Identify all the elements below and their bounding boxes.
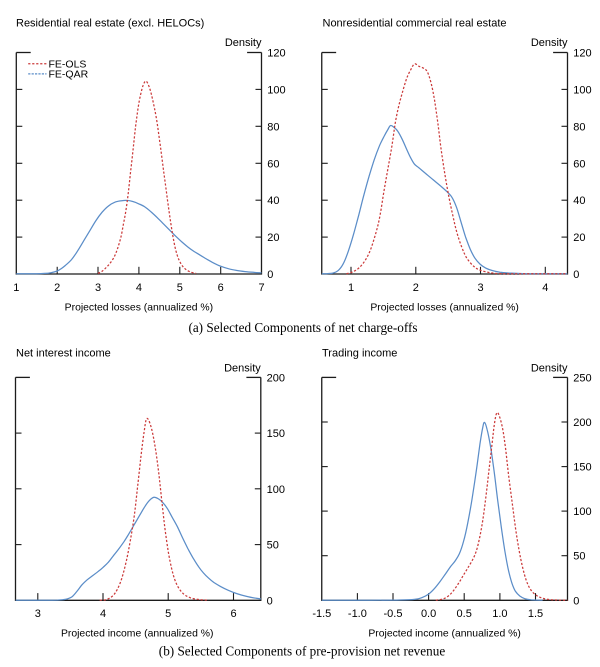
- svg-text:1.5: 1.5: [528, 608, 543, 620]
- svg-text:4: 4: [136, 282, 142, 294]
- svg-text:20: 20: [573, 232, 585, 244]
- svg-text:6: 6: [218, 282, 224, 294]
- svg-text:120: 120: [573, 48, 591, 60]
- svg-text:100: 100: [267, 484, 285, 496]
- svg-text:0: 0: [573, 269, 579, 281]
- svg-text:FE-OLS: FE-OLS: [49, 58, 87, 70]
- svg-text:-1.5: -1.5: [312, 608, 331, 620]
- svg-text:120: 120: [267, 48, 285, 60]
- svg-text:20: 20: [267, 232, 279, 244]
- svg-text:(b) Selected Components of pre: (b) Selected Components of pre-provision…: [159, 643, 446, 658]
- svg-text:250: 250: [573, 372, 591, 384]
- svg-text:7: 7: [258, 282, 264, 294]
- svg-text:80: 80: [573, 121, 585, 133]
- svg-text:60: 60: [573, 158, 585, 170]
- svg-text:40: 40: [573, 195, 585, 207]
- svg-text:-1.0: -1.0: [348, 608, 367, 620]
- svg-text:Projected losses (annualized %: Projected losses (annualized %): [65, 303, 213, 314]
- svg-text:6: 6: [230, 608, 236, 620]
- svg-text:Density: Density: [224, 362, 261, 374]
- svg-text:60: 60: [267, 158, 279, 170]
- svg-text:Density: Density: [531, 362, 568, 374]
- svg-text:(a) Selected Components of net: (a) Selected Components of net charge-of…: [188, 320, 417, 335]
- svg-text:Projected income (annualized %: Projected income (annualized %): [61, 629, 213, 640]
- svg-text:100: 100: [573, 84, 591, 96]
- svg-text:40: 40: [267, 195, 279, 207]
- svg-text:Residential real estate (excl.: Residential real estate (excl. HELOCs): [16, 18, 204, 30]
- svg-text:Nonresidential commercial real: Nonresidential commercial real estate: [323, 18, 507, 30]
- svg-text:-0.5: -0.5: [384, 608, 403, 620]
- svg-text:Net interest income: Net interest income: [16, 348, 111, 360]
- svg-text:Density: Density: [225, 37, 262, 49]
- svg-text:150: 150: [267, 428, 285, 440]
- svg-text:50: 50: [267, 540, 279, 552]
- svg-text:4: 4: [100, 608, 106, 620]
- svg-text:200: 200: [267, 372, 285, 384]
- svg-text:100: 100: [267, 84, 285, 96]
- svg-text:FE-QAR: FE-QAR: [49, 69, 89, 81]
- svg-text:80: 80: [267, 121, 279, 133]
- svg-text:3: 3: [35, 608, 41, 620]
- svg-text:3: 3: [477, 282, 483, 294]
- svg-text:Projected income (annualized %: Projected income (annualized %): [368, 629, 520, 640]
- svg-text:0.0: 0.0: [421, 608, 436, 620]
- svg-text:0: 0: [267, 595, 273, 607]
- svg-text:5: 5: [177, 282, 183, 294]
- svg-text:Projected losses (annualized %: Projected losses (annualized %): [370, 303, 518, 314]
- svg-text:1.0: 1.0: [492, 608, 507, 620]
- svg-text:1: 1: [13, 282, 19, 294]
- svg-text:0: 0: [573, 595, 579, 607]
- svg-text:4: 4: [542, 282, 548, 294]
- svg-text:0: 0: [267, 269, 273, 281]
- svg-text:0.5: 0.5: [457, 608, 472, 620]
- svg-text:3: 3: [95, 282, 101, 294]
- svg-text:100: 100: [573, 506, 591, 518]
- svg-text:2: 2: [54, 282, 60, 294]
- svg-text:200: 200: [573, 417, 591, 429]
- svg-text:2: 2: [413, 282, 419, 294]
- svg-text:50: 50: [573, 551, 585, 563]
- svg-text:1: 1: [348, 282, 354, 294]
- svg-text:Trading income: Trading income: [322, 348, 397, 360]
- svg-text:150: 150: [573, 462, 591, 474]
- svg-text:5: 5: [165, 608, 171, 620]
- svg-text:Density: Density: [531, 37, 568, 49]
